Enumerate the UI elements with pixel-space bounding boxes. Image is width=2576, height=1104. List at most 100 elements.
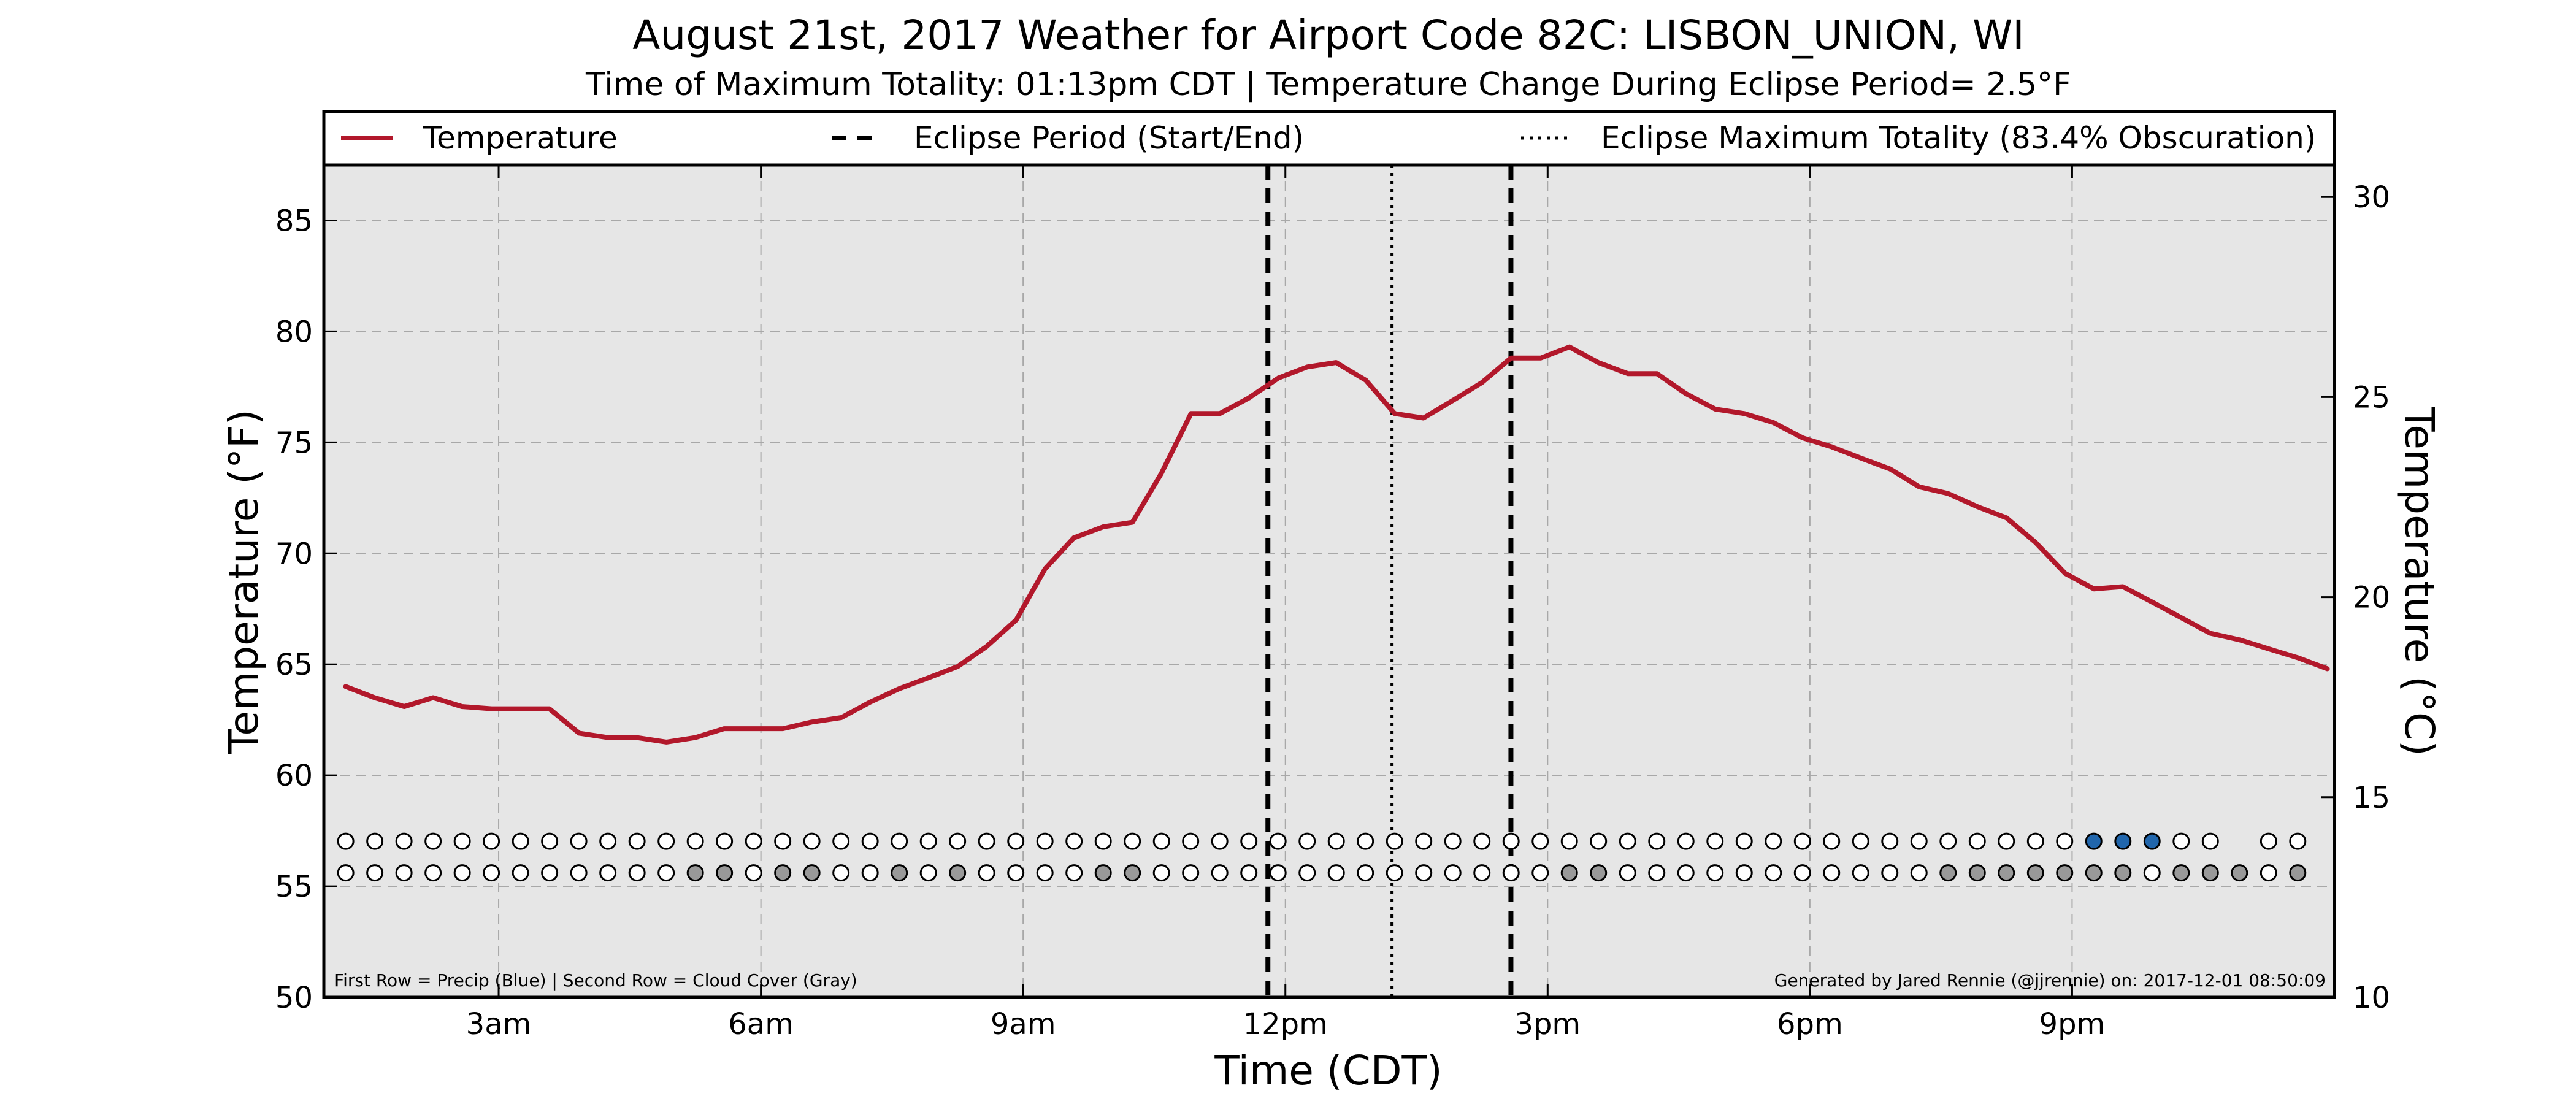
cloud-marker — [1444, 864, 1462, 882]
precip-marker — [1036, 832, 1054, 850]
precip-marker — [628, 832, 646, 850]
cloud-marker — [1706, 864, 1724, 882]
precip-marker — [2289, 832, 2307, 850]
grid — [324, 165, 2334, 997]
cloud-marker — [2172, 864, 2190, 882]
y-tick-label: 75 — [275, 426, 313, 460]
cloud-marker — [1765, 864, 1782, 882]
precip-marker — [453, 832, 471, 850]
cloud-marker — [1531, 864, 1549, 882]
x-tick-label: 6pm — [1777, 1007, 1843, 1041]
legend: Temperature Eclipse Period (Start/End) E… — [322, 110, 2336, 167]
cloud-marker — [424, 864, 442, 882]
precip-marker — [2026, 832, 2044, 850]
cloud-marker — [1298, 864, 1316, 882]
y-axis-right-label: Temperature (°C) — [2396, 406, 2443, 756]
cloud-marker — [1939, 864, 1957, 882]
legend-label-temperature: Temperature — [423, 120, 618, 156]
cloud-marker — [541, 864, 559, 882]
cloud-marker — [891, 864, 908, 882]
precip-marker — [1560, 832, 1578, 850]
x-tick-label: 9pm — [2039, 1007, 2106, 1041]
precip-marker — [2260, 832, 2277, 850]
cloud-marker — [1094, 864, 1112, 882]
legend-label-eclipse-period: Eclipse Period (Start/End) — [914, 120, 1304, 156]
y-tick-label: 70 — [275, 537, 313, 571]
precip-marker — [1706, 832, 1724, 850]
cloud-marker — [1735, 864, 1753, 882]
y-right-tick-label: 10 — [2353, 981, 2390, 1015]
precip-marker — [803, 832, 821, 850]
cloud-marker — [1357, 864, 1374, 882]
y-right-tick-label: 15 — [2353, 781, 2390, 815]
y-tick-label: 85 — [275, 204, 313, 238]
precip-marker — [1094, 832, 1112, 850]
precip-marker — [1852, 832, 1869, 850]
y-right-tick-label: 20 — [2353, 581, 2390, 615]
precip-marker — [1823, 832, 1841, 850]
precip-marker — [1735, 832, 1753, 850]
x-tick-label: 3pm — [1514, 1007, 1581, 1041]
cloud-marker — [1619, 864, 1636, 882]
cloud-marker — [1211, 864, 1229, 882]
cloud-marker — [1152, 864, 1170, 882]
x-tick-label: 6am — [728, 1007, 794, 1041]
cloud-marker — [366, 864, 384, 882]
plot-background — [324, 165, 2334, 997]
cloud-marker — [1124, 864, 1141, 882]
cloud-marker — [716, 864, 734, 882]
precip-marker — [483, 832, 500, 850]
precip-cloud-markers — [337, 832, 2307, 882]
precip-marker — [2114, 832, 2132, 850]
cloud-marker — [2260, 864, 2277, 882]
y-tick-label: 65 — [275, 648, 313, 682]
cloud-marker — [861, 864, 879, 882]
precip-marker — [1152, 832, 1170, 850]
cloud-marker — [2085, 864, 2103, 882]
precip-marker — [2056, 832, 2074, 850]
precip-marker — [1502, 832, 1520, 850]
cloud-marker — [1415, 864, 1433, 882]
precip-marker — [1881, 832, 1899, 850]
precip-marker — [1444, 832, 1462, 850]
precip-marker — [1327, 832, 1345, 850]
y-right-tick-label: 30 — [2353, 180, 2390, 215]
precip-marker — [1531, 832, 1549, 850]
x-tick-label: 9am — [991, 1007, 1056, 1041]
precip-marker — [1065, 832, 1083, 850]
plot-frame — [322, 163, 2336, 999]
precip-marker — [1386, 832, 1403, 850]
cloud-marker — [1007, 864, 1025, 882]
cloud-marker — [1182, 864, 1200, 882]
precip-marker — [1590, 832, 1608, 850]
cloud-marker — [1327, 864, 1345, 882]
precip-marker — [1968, 832, 1986, 850]
footnote-left: First Row = Precip (Blue) | Second Row =… — [334, 970, 857, 991]
precip-marker — [541, 832, 559, 850]
footnote-right: Generated by Jared Rennie (@jjrennie) on… — [1774, 970, 2326, 991]
precip-marker — [1619, 832, 1636, 850]
cloud-marker — [1560, 864, 1578, 882]
cloud-marker — [1473, 864, 1491, 882]
precip-marker — [1765, 832, 1782, 850]
cloud-marker — [512, 864, 529, 882]
precip-marker — [1007, 832, 1025, 850]
y-tick-label: 55 — [275, 870, 313, 904]
cloud-marker — [1881, 864, 1899, 882]
x-axis-label: Time (CDT) — [1214, 1047, 1442, 1094]
precip-marker — [599, 832, 617, 850]
legend-frame — [322, 110, 2336, 167]
precip-marker — [1415, 832, 1433, 850]
legend-label-eclipse-max: Eclipse Maximum Totality (83.4% Obscurat… — [1601, 120, 2316, 156]
precip-marker — [745, 832, 762, 850]
cloud-marker — [1502, 864, 1520, 882]
y-right-tick-label: 25 — [2353, 380, 2390, 415]
precip-marker — [1269, 832, 1287, 850]
y-axis-ticks: 50 55 60 65 70 75 80 85 — [275, 204, 337, 1015]
chart-subtitle: Time of Maximum Totality: 01:13pm CDT | … — [585, 66, 2071, 103]
cloud-marker — [1648, 864, 1666, 882]
cloud-marker — [919, 864, 937, 882]
precip-marker — [919, 832, 937, 850]
cloud-marker — [337, 864, 355, 882]
